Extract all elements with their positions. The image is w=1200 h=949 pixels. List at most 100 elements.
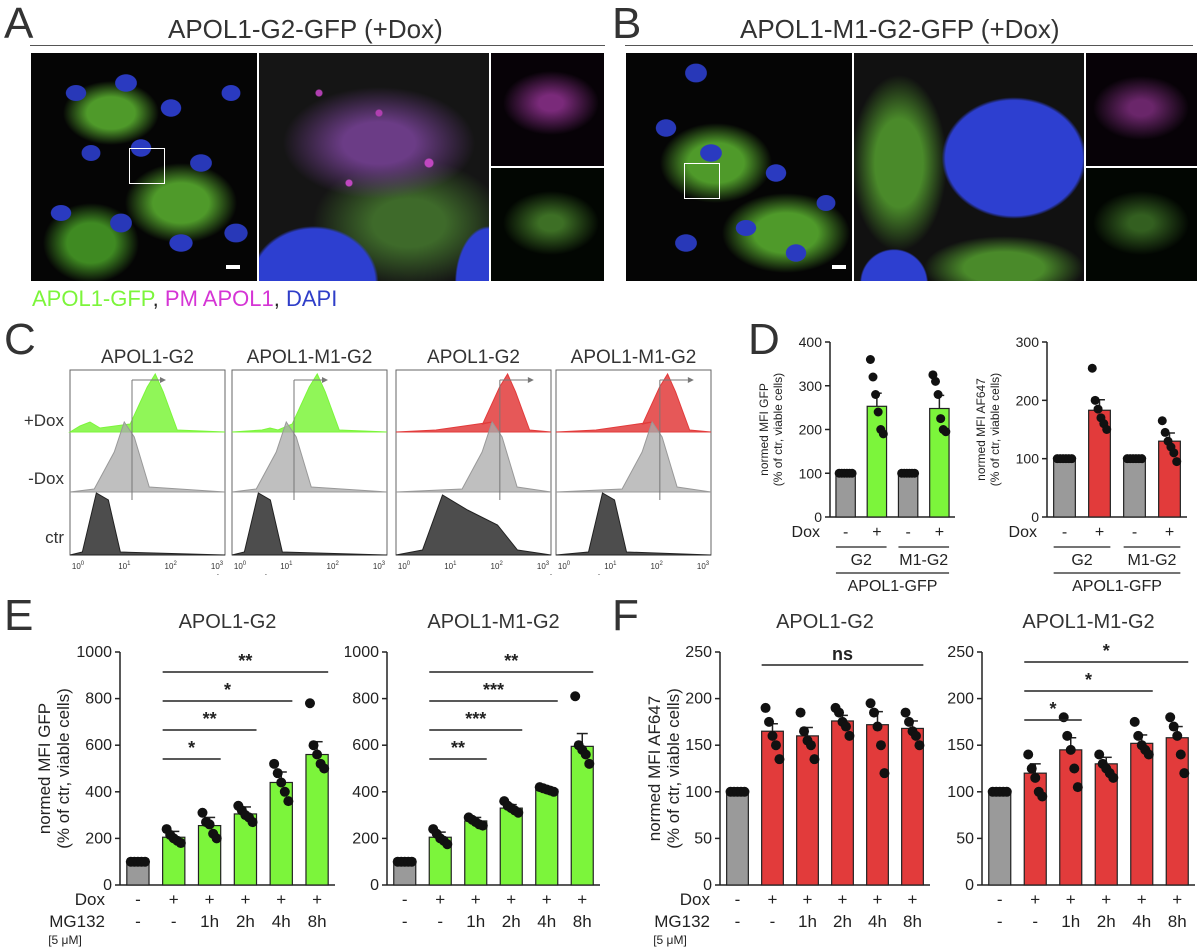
data-point — [312, 749, 323, 760]
flow-tick-label: 103 — [697, 561, 710, 571]
data-point — [442, 839, 453, 850]
data-point — [1062, 730, 1073, 741]
data-point — [873, 407, 883, 417]
mg132-label: 2h — [502, 912, 521, 931]
mg132-label: - — [402, 912, 408, 931]
data-point — [276, 777, 287, 788]
dox-row-label: Dox — [792, 524, 820, 541]
chart-f2: APOL1-M1-G2 0 50 100 150 200 250 - - + - +1h +2h +4h +… — [947, 611, 1195, 931]
y-tick-label: 100 — [1016, 451, 1040, 467]
y-tick-label: 1000 — [345, 644, 379, 661]
data-point — [197, 807, 208, 818]
data-point — [175, 838, 186, 849]
dox-label: - — [135, 890, 141, 909]
data-point — [834, 707, 845, 718]
y-tick-label: 400 — [352, 784, 379, 801]
mg132-label: - — [171, 912, 177, 931]
data-point — [1129, 716, 1140, 727]
dox-label: + — [838, 890, 848, 909]
flow-tick-label: 102 — [165, 561, 178, 571]
flow-title: APOL1-G2 — [101, 347, 194, 368]
dox-label: - — [905, 524, 910, 541]
panel-b-overview-image — [625, 52, 853, 282]
data-point — [211, 833, 222, 844]
bar — [901, 727, 924, 886]
group-label: G2 — [851, 552, 872, 569]
data-point — [900, 707, 911, 718]
dox-label: - — [843, 524, 848, 541]
data-point — [1133, 730, 1144, 741]
chart-title: APOL1-M1-G2 — [427, 611, 559, 633]
bar — [499, 807, 523, 886]
dox-label: + — [1137, 890, 1147, 909]
flow-tick-label: 101 — [280, 561, 293, 571]
flow-title: APOL1-M1-G2 — [247, 347, 373, 368]
mg132-label: 2h — [833, 912, 852, 931]
dox-label: + — [471, 890, 481, 909]
mg132-label: 4h — [868, 912, 887, 931]
dox-label: - — [1062, 524, 1067, 541]
dox-label: + — [1165, 524, 1174, 541]
dox-label: + — [935, 524, 944, 541]
data-point — [140, 856, 151, 867]
dox-label: + — [872, 524, 881, 541]
data-point — [1160, 427, 1170, 437]
y-tick-label: 300 — [1016, 334, 1040, 350]
data-point — [760, 702, 771, 713]
mg132-label: 8h — [1168, 912, 1187, 931]
dox-row-label: Dox — [1009, 524, 1037, 541]
channel-legend: APOL1-GFP, PM APOL1, DAPI — [32, 286, 337, 312]
flow-tick-label: 103 — [211, 561, 224, 571]
data-point — [406, 856, 417, 867]
data-point — [1137, 454, 1147, 464]
gate-arrowhead — [160, 377, 166, 383]
data-point — [477, 820, 488, 831]
y-tick-label: 800 — [85, 691, 112, 708]
mg132-label: 4h — [1132, 912, 1151, 931]
y-tick-label: 50 — [956, 830, 974, 847]
data-point — [770, 740, 781, 751]
flow-histogram-ctr — [555, 492, 712, 556]
data-point — [570, 691, 581, 702]
y-axis-label-2: (% of ctr, viable cells) — [771, 373, 785, 486]
panel-a-magenta-channel — [490, 52, 605, 167]
bar — [1053, 458, 1076, 518]
y-tick-label: 250 — [947, 644, 974, 661]
y-tick-label: 0 — [1031, 509, 1039, 525]
dox-label: + — [768, 890, 778, 909]
data-point — [1037, 791, 1048, 802]
y-tick-label: 50 — [694, 830, 712, 847]
dox-label: + — [1066, 890, 1076, 909]
y-axis-label: normed MFI GFP — [757, 383, 771, 476]
bar — [831, 720, 854, 886]
y-tick-label: 150 — [947, 737, 974, 754]
data-point — [865, 355, 875, 364]
panel-b-green-channel — [1085, 167, 1198, 282]
y-axis-label-2: (% of ctr, viable cells) — [54, 688, 73, 849]
data-point — [584, 758, 595, 769]
dox-label: + — [542, 890, 552, 909]
flow-tick-label: 102 — [491, 561, 504, 571]
data-point — [1108, 772, 1119, 783]
mg132-label: 2h — [236, 912, 255, 931]
data-point — [809, 754, 820, 765]
significance-label: * — [224, 680, 231, 700]
dox-label: + — [435, 890, 445, 909]
group-caption: APOL1-GFP — [848, 578, 938, 595]
data-point — [933, 390, 943, 399]
chart-title: APOL1-G2 — [179, 611, 277, 633]
flow-xlabel-gfp: GFP intensity — [174, 572, 282, 575]
data-point — [910, 468, 920, 478]
data-point — [548, 786, 559, 797]
flow-tick-label: 102 — [651, 561, 664, 571]
y-tick-label: 200 — [85, 830, 112, 847]
significance-label: * — [188, 738, 195, 758]
panel-letter-f: F — [612, 591, 639, 640]
significance-label: ** — [238, 651, 252, 671]
y-tick-label: 200 — [1016, 392, 1040, 408]
bar — [897, 472, 919, 518]
flow-histogram-minus-dox — [231, 420, 388, 493]
panel-b-title: APOL1-M1-G2-GFP (+Dox) — [740, 14, 1060, 44]
data-point — [931, 376, 940, 386]
y-tick-label: 200 — [685, 691, 712, 708]
